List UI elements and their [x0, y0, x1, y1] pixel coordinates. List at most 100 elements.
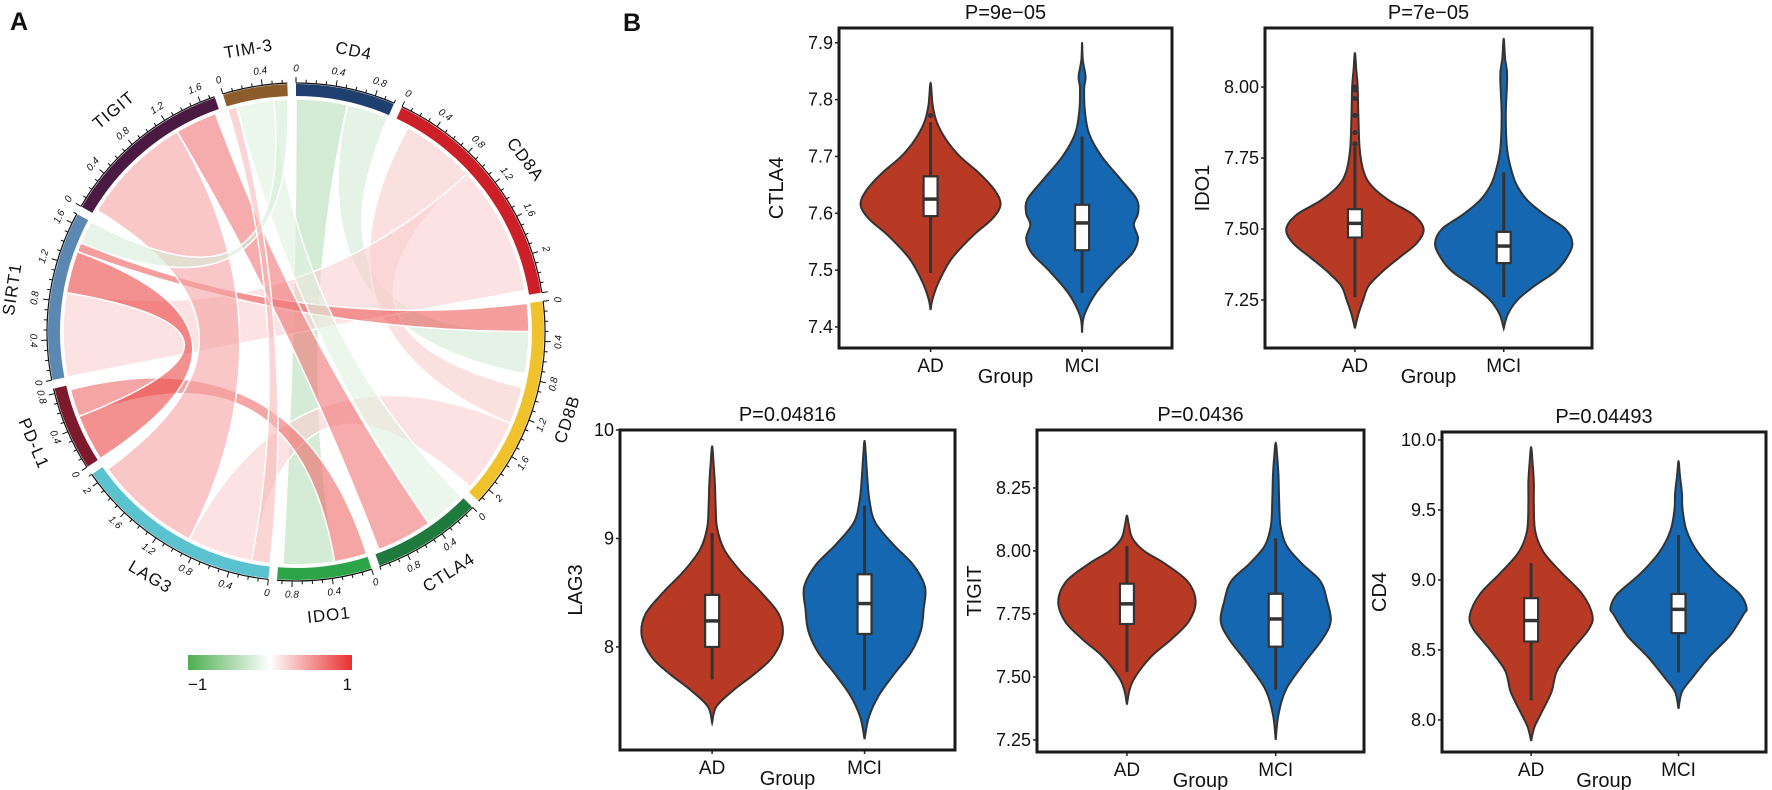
y-tick-label: 7.9 [808, 33, 833, 53]
sector-tick [398, 558, 401, 563]
sector-axis-ctla4 [379, 507, 474, 568]
sector-tick-label: 2 [80, 485, 93, 497]
sector-tick-label: 1.6 [516, 455, 533, 473]
sector-tick [401, 101, 406, 107]
sector-tick-label: 0.4 [327, 586, 343, 599]
sector-tick [424, 544, 428, 549]
sector-tick [53, 402, 58, 405]
y-axis-label: CD4 [1369, 572, 1391, 612]
x-tick-label-mci: MCI [1065, 356, 1100, 377]
sector-tick [88, 473, 93, 477]
sector-tick [537, 390, 542, 393]
sector-tick [528, 419, 535, 423]
y-tick-label: 8.25 [996, 478, 1031, 498]
y-axis-label: LAG3 [565, 564, 587, 615]
sector-tick [457, 520, 461, 525]
plot-frame [1440, 430, 1768, 754]
sector-tick-label: 0 [263, 588, 270, 600]
sector-tick [46, 369, 51, 372]
sector-tick-label: 0.4 [253, 65, 269, 78]
sector-tick-label: 0.8 [114, 125, 132, 143]
sector-tick [260, 79, 263, 86]
sector-tick [441, 533, 446, 539]
sector-tick [452, 135, 456, 140]
panel-title-pvalue: P=0.0436 [1157, 404, 1243, 426]
sector-tick [237, 574, 240, 578]
sector-tick [500, 188, 505, 191]
sector-lag3 [92, 466, 270, 579]
iqr-box-ad [922, 175, 939, 218]
sector-tick [64, 230, 69, 233]
sector-tick [152, 537, 157, 544]
sector-tick [500, 473, 504, 477]
sector-tick-label: 1.6 [187, 81, 204, 97]
sector-cd8a [396, 107, 541, 295]
sector-tick-label: 1.2 [37, 248, 52, 265]
sector-tick [48, 393, 55, 396]
sector-tick [153, 122, 157, 127]
plot-frame [1035, 428, 1366, 754]
sector-pd-l1 [54, 385, 98, 467]
sector-tick [75, 202, 82, 207]
sector-tick [407, 554, 411, 561]
sector-axis-sirt1 [46, 213, 78, 381]
sector-tick [187, 557, 192, 564]
sector-tick [419, 112, 423, 117]
sector-tick [197, 96, 201, 103]
sector-tick [220, 88, 224, 95]
chord-link-lag3-tigit [96, 130, 241, 541]
sector-tick-label: 0.4 [47, 429, 63, 447]
y-tick-label: 7.75 [996, 604, 1031, 624]
x-axis-label: Group [1173, 770, 1229, 790]
sector-tick [127, 139, 133, 145]
sector-tick-label: 0 [403, 88, 413, 101]
sector-tick [120, 512, 125, 518]
sector-axis-cd8a [401, 106, 543, 293]
y-axis-label: CTLA4 [766, 157, 788, 219]
sector-tick [48, 278, 53, 281]
sector-tick [535, 400, 539, 403]
chord-diagram: 0 0.40.8CD400.40.81.21.62CD8A00.40.81.21.… [0, 35, 584, 627]
outlier-point [1352, 141, 1358, 147]
sector-tick [472, 507, 478, 513]
sector-tick [532, 251, 539, 254]
sector-tick [47, 288, 51, 291]
x-tick-label-ad: AD [1342, 356, 1368, 377]
sector-axis-ido1 [276, 568, 372, 582]
sector-tick-label: 0 [372, 577, 381, 589]
outlier-point [1352, 129, 1358, 136]
sector-tick [388, 562, 391, 567]
sector-tick [73, 211, 77, 215]
y-tick-label: 7.6 [808, 203, 833, 223]
sector-tick [460, 142, 464, 146]
x-tick-label-mci: MCI [1486, 356, 1521, 377]
legend-min-label: −1 [188, 675, 207, 694]
sector-tick [231, 87, 234, 92]
sector-tick [92, 482, 98, 487]
x-tick-label-mci: MCI [847, 758, 882, 779]
sector-cd8b [469, 301, 544, 501]
sector-tick-label: 1.2 [148, 100, 166, 117]
chord-link-tim-3-lag3 [226, 105, 279, 565]
sector-tick [537, 271, 542, 274]
panel-label-b: B [623, 9, 641, 37]
sector-tick [351, 574, 354, 579]
sector-tick-label: 0.8 [29, 290, 42, 306]
sector-tick [73, 449, 77, 452]
y-tick-label: 7.5 [808, 260, 833, 280]
sector-tick-label: 2 [539, 244, 552, 254]
sector-tick [107, 497, 111, 501]
sector-tick [532, 410, 536, 413]
sector-name-sirt1: SIRT1 [0, 262, 26, 317]
sector-tick [226, 571, 230, 578]
sector-tick [257, 578, 259, 582]
sector-tick-label: 0 [214, 75, 223, 87]
x-tick-label-ad: AD [1114, 760, 1140, 781]
sector-tick [516, 213, 523, 217]
sector-tick [393, 99, 396, 104]
violin-panel-lag3: P=0.04816 AD MCI 8 9 10 LAG3 Group [565, 404, 957, 790]
sector-tick-label: 0.4 [85, 155, 103, 173]
sector-tick [535, 261, 539, 264]
y-tick-label: 7.25 [1224, 290, 1259, 310]
sector-tick-label: 0.8 [176, 563, 194, 579]
